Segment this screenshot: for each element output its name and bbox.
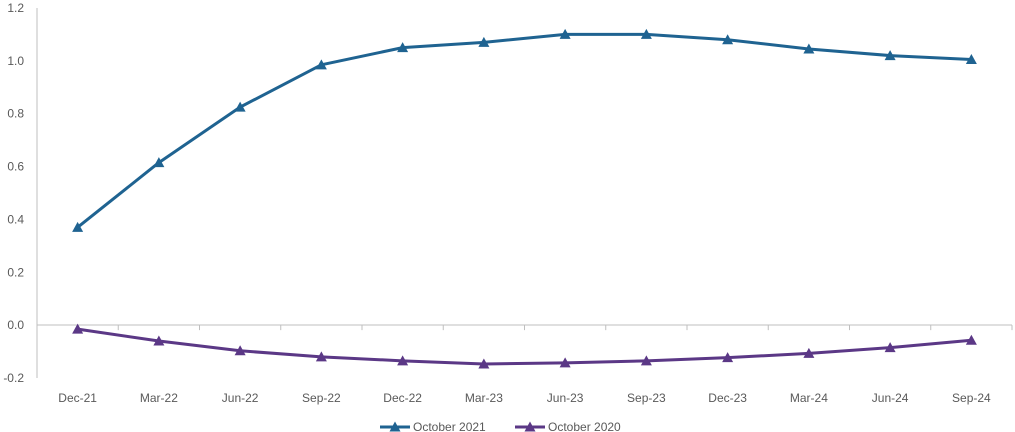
data-point-marker bbox=[234, 345, 246, 356]
data-point-marker bbox=[478, 36, 490, 47]
x-tick-label: Dec-21 bbox=[58, 391, 97, 405]
y-tick-label: 0.0 bbox=[7, 318, 24, 332]
legend-label: October 2020 bbox=[548, 420, 621, 432]
data-point-marker bbox=[640, 28, 652, 39]
data-point-marker bbox=[234, 101, 246, 112]
legend-label: October 2021 bbox=[413, 420, 486, 432]
legend-marker bbox=[524, 421, 536, 432]
x-tick-labels: Dec-21 Mar-22 Jun-22 Sep-22 Dec-22 Mar-23 Jun-… bbox=[58, 391, 991, 405]
y-tick-label: 1.0 bbox=[7, 54, 24, 68]
data-point-marker bbox=[153, 335, 165, 346]
data-point-marker bbox=[72, 323, 84, 334]
x-tick-label: Jun-22 bbox=[222, 391, 259, 405]
data-point-marker bbox=[884, 342, 896, 353]
series-group bbox=[72, 28, 977, 369]
data-point-marker bbox=[315, 59, 327, 70]
x-tick-label: Mar-22 bbox=[140, 391, 178, 405]
x-tick-label: Sep-22 bbox=[302, 391, 341, 405]
data-point-marker bbox=[559, 28, 571, 39]
x-tick-label: Dec-22 bbox=[383, 391, 422, 405]
y-tick-label: 0.2 bbox=[7, 265, 24, 279]
data-point-marker bbox=[153, 157, 165, 168]
series-line bbox=[76, 327, 973, 366]
data-point-marker bbox=[559, 357, 571, 368]
data-point-marker bbox=[722, 34, 734, 45]
x-tick-label: Mar-23 bbox=[465, 391, 503, 405]
x-tick-marks bbox=[117, 325, 1013, 331]
y-tick-label: 0.8 bbox=[7, 107, 24, 121]
x-tick-label: Dec-23 bbox=[708, 391, 747, 405]
data-point-marker bbox=[397, 355, 409, 366]
data-point-marker bbox=[315, 351, 327, 362]
x-tick-label: Sep-24 bbox=[952, 391, 991, 405]
legend-item: October 2021 bbox=[380, 420, 486, 432]
legend-item: October 2020 bbox=[515, 420, 621, 432]
data-point-marker bbox=[803, 43, 815, 54]
data-point-marker bbox=[640, 355, 652, 366]
x-tick-label: Sep-23 bbox=[627, 391, 666, 405]
series-2 bbox=[72, 323, 977, 369]
data-point-marker bbox=[803, 347, 815, 358]
data-point-marker bbox=[965, 334, 977, 345]
data-point-marker bbox=[478, 358, 490, 369]
y-tick-label: 1.2 bbox=[7, 1, 24, 15]
axes bbox=[36, 8, 1012, 378]
x-tick-label: Jun-23 bbox=[547, 391, 584, 405]
data-point-marker bbox=[397, 42, 409, 53]
data-point-marker bbox=[884, 50, 896, 61]
legend-marker bbox=[389, 421, 401, 432]
y-tick-label: 0.6 bbox=[7, 160, 24, 174]
data-point-marker bbox=[72, 221, 84, 232]
data-point-marker bbox=[965, 54, 977, 65]
y-tick-labels: -0.2 0.0 0.2 0.4 0.6 0.8 1.0 1.2 bbox=[3, 1, 24, 385]
legend: October 2021 October 2020 bbox=[380, 420, 621, 432]
series-line bbox=[76, 32, 973, 229]
x-tick-label: Jun-24 bbox=[872, 391, 909, 405]
series-1 bbox=[72, 28, 977, 232]
x-tick-label: Mar-24 bbox=[790, 391, 828, 405]
y-tick-label: -0.2 bbox=[3, 371, 24, 385]
data-point-marker bbox=[722, 352, 734, 363]
y-tick-label: 0.4 bbox=[7, 212, 24, 226]
